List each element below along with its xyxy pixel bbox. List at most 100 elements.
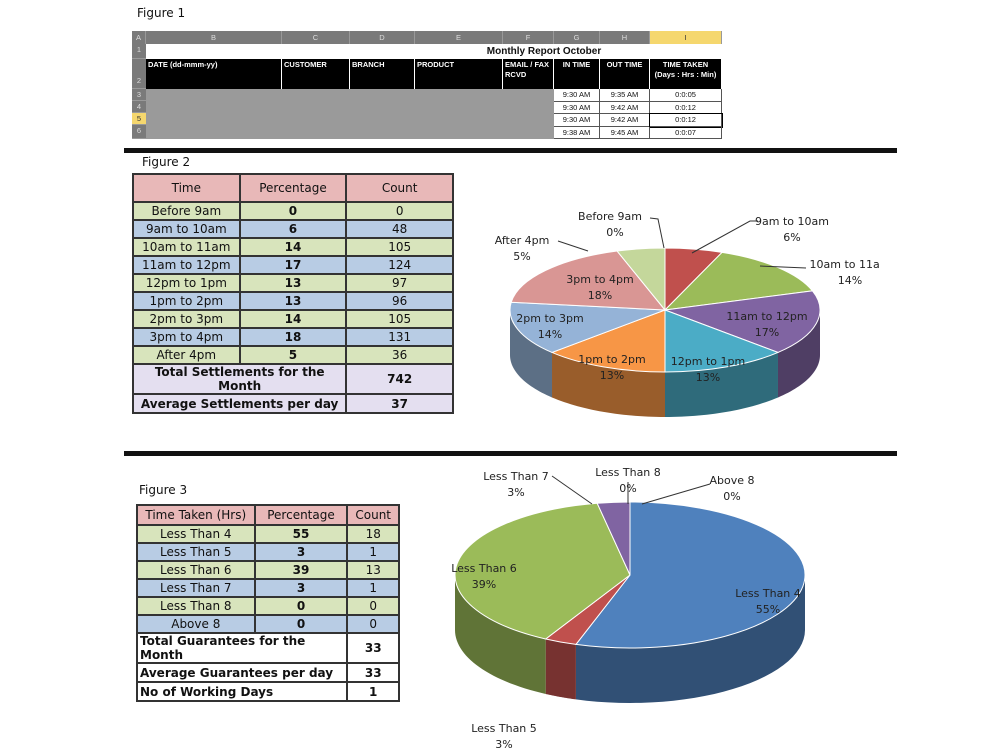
- summary-value: 33: [346, 662, 400, 683]
- pie-label-category: 1pm to 2pm: [578, 353, 645, 366]
- column-header-e[interactable]: E: [415, 31, 503, 44]
- sheet-data-cell[interactable]: 9:45 AM: [600, 126, 650, 139]
- table-cell: 0: [253, 614, 349, 634]
- leader-line: [759, 265, 807, 269]
- sheet-data-cell[interactable]: 9:42 AM: [600, 114, 650, 127]
- pie-label-category: After 4pm: [495, 234, 550, 247]
- column-header-g[interactable]: G: [554, 31, 600, 44]
- figure1-label: Figure 1: [137, 6, 186, 20]
- leader-line: [691, 220, 758, 254]
- leader-line: [641, 483, 711, 505]
- summary-value: 37: [345, 393, 454, 414]
- column-header-h[interactable]: H: [600, 31, 650, 44]
- pie-slice-less-than-7: [596, 501, 631, 576]
- pie-slice-3pm-to-4pm: [510, 250, 667, 311]
- summary-row: Average Guarantees per day 33: [135, 662, 400, 683]
- table-cell: Less Than 5: [136, 542, 256, 562]
- pie-label: 12pm to 1pm 13%: [671, 355, 745, 384]
- column-header-c[interactable]: C: [282, 31, 350, 44]
- sheet-data-cell[interactable]: 0:0:05: [650, 89, 722, 102]
- table-cell: 17: [238, 255, 348, 275]
- pie-label: 1pm to 2pm 13%: [578, 353, 645, 382]
- header-cell: Time: [132, 173, 241, 203]
- pie-side-1pm-to-2pm: [552, 352, 665, 417]
- table-cell: 6: [238, 219, 348, 239]
- settlement-time-pie-chart: Before 9am 0% 9am to 10am 6% 10am to 11am 14%…: [495, 210, 880, 417]
- summary-row: Total Guarantees for the Month 33: [135, 632, 400, 664]
- sheet-data-cell[interactable]: 9:35 AM: [600, 89, 650, 102]
- pie-slice-2pm-to-3pm: [509, 301, 666, 353]
- sheet-header-cell: OUT TIME: [600, 59, 650, 89]
- pie-label: 3pm to 4pm 18%: [566, 273, 633, 302]
- table-cell: 0: [346, 614, 400, 634]
- row-header-3[interactable]: 3: [132, 89, 146, 101]
- pie-slice-after-4pm: [616, 247, 666, 312]
- table-cell: 39: [253, 560, 349, 580]
- table-row: Before 9am 0 0: [132, 201, 454, 221]
- pie-label-percent: 14%: [538, 328, 562, 341]
- table-cell: Above 8: [136, 614, 256, 634]
- sheet-data-cell[interactable]: 0:0:12: [649, 113, 723, 128]
- sheet-data-cell[interactable]: 9:42 AM: [600, 101, 650, 114]
- row-header-1[interactable]: 1: [132, 44, 146, 59]
- settlements-table: Time Percentage Count Before 9am 0 0 9am to 10…: [131, 173, 454, 414]
- table-cell: 14: [238, 237, 348, 257]
- table-cell: 97: [345, 273, 454, 293]
- divider-2: [124, 451, 897, 456]
- row-header-2[interactable]: 2: [132, 59, 146, 89]
- summary-value: 742: [345, 363, 454, 395]
- table-cell: 1pm to 2pm: [132, 291, 241, 311]
- redacted-block: [146, 89, 554, 139]
- table-row: 12pm to 1pm 13 97: [132, 273, 454, 293]
- pie-label-percent: 3%: [495, 738, 512, 750]
- column-header-a[interactable]: A: [132, 31, 146, 44]
- pie-label: After 4pm 5%: [495, 234, 589, 263]
- figure2-label: Figure 2: [142, 155, 191, 169]
- column-header-i[interactable]: I: [650, 31, 722, 44]
- sheet-data-cell[interactable]: 9:30 AM: [554, 101, 600, 114]
- leader-line: [649, 217, 665, 249]
- pie-label-category: Less Than 6: [451, 562, 517, 575]
- pie-side-2pm-to-3pm: [510, 310, 553, 398]
- pie-label-percent: 0%: [606, 226, 623, 239]
- table-cell: 3pm to 4pm: [132, 327, 241, 347]
- pie-label: Less Than 7 3%: [483, 470, 593, 505]
- table-cell: 13: [238, 291, 348, 311]
- sheet-title: Monthly Report October: [486, 46, 602, 57]
- pie-slice-12pm-to-1pm: [664, 309, 780, 373]
- pie-label-percent: 6%: [783, 231, 800, 244]
- column-header-d[interactable]: D: [350, 31, 415, 44]
- pie-label: Less Than 5 3%: [471, 722, 537, 750]
- spreadsheet-screenshot: A B C D E F G H I 1 2 3 4 5 6 Monthly Report October DAT…: [132, 31, 723, 139]
- column-header-f[interactable]: F: [503, 31, 554, 44]
- row-header-5[interactable]: 5: [132, 113, 146, 125]
- summary-row: Total Settlements for the Month 742: [131, 363, 454, 395]
- column-header-b[interactable]: B: [146, 31, 282, 44]
- pie-slice-less-than-6: [454, 502, 631, 640]
- summary-row: No of Working Days 1: [135, 681, 400, 702]
- table-row: 1pm to 2pm 13 96: [132, 291, 454, 311]
- pie-label-percent: 0%: [723, 490, 740, 503]
- sheet-data-cell[interactable]: 9:30 AM: [554, 89, 600, 102]
- table-cell: 12pm to 1pm: [132, 273, 241, 293]
- pie-label-percent: 3%: [507, 486, 524, 499]
- leader-line: [551, 475, 593, 505]
- table-row: 11am to 12pm 17 124: [132, 255, 454, 275]
- table-cell: 105: [345, 237, 454, 257]
- row-header-4[interactable]: 4: [132, 101, 146, 113]
- sheet-data-cell[interactable]: 0:0:07: [650, 126, 722, 139]
- sheet-data-cell[interactable]: 9:30 AM: [554, 114, 600, 127]
- pie-label-category: Above 8: [709, 474, 754, 487]
- sheet-data-cell[interactable]: 9:38 AM: [554, 126, 600, 139]
- pie-label: Less Than 4 55%: [735, 587, 801, 616]
- pie-label-category: 10am to 11am: [810, 258, 880, 271]
- pie-label-category: Less Than 5: [471, 722, 537, 735]
- sheet-header-cell: TIME TAKEN (Days : Hrs : Min): [650, 59, 722, 89]
- row-header-6[interactable]: 6: [132, 125, 146, 139]
- sheet-data-cell[interactable]: 0:0:12: [650, 101, 722, 114]
- pie-side-less-than-4: [575, 575, 805, 703]
- table-cell: 11am to 12pm: [132, 255, 241, 275]
- table-cell: 131: [345, 327, 454, 347]
- pie-label: Above 8 0%: [641, 474, 755, 505]
